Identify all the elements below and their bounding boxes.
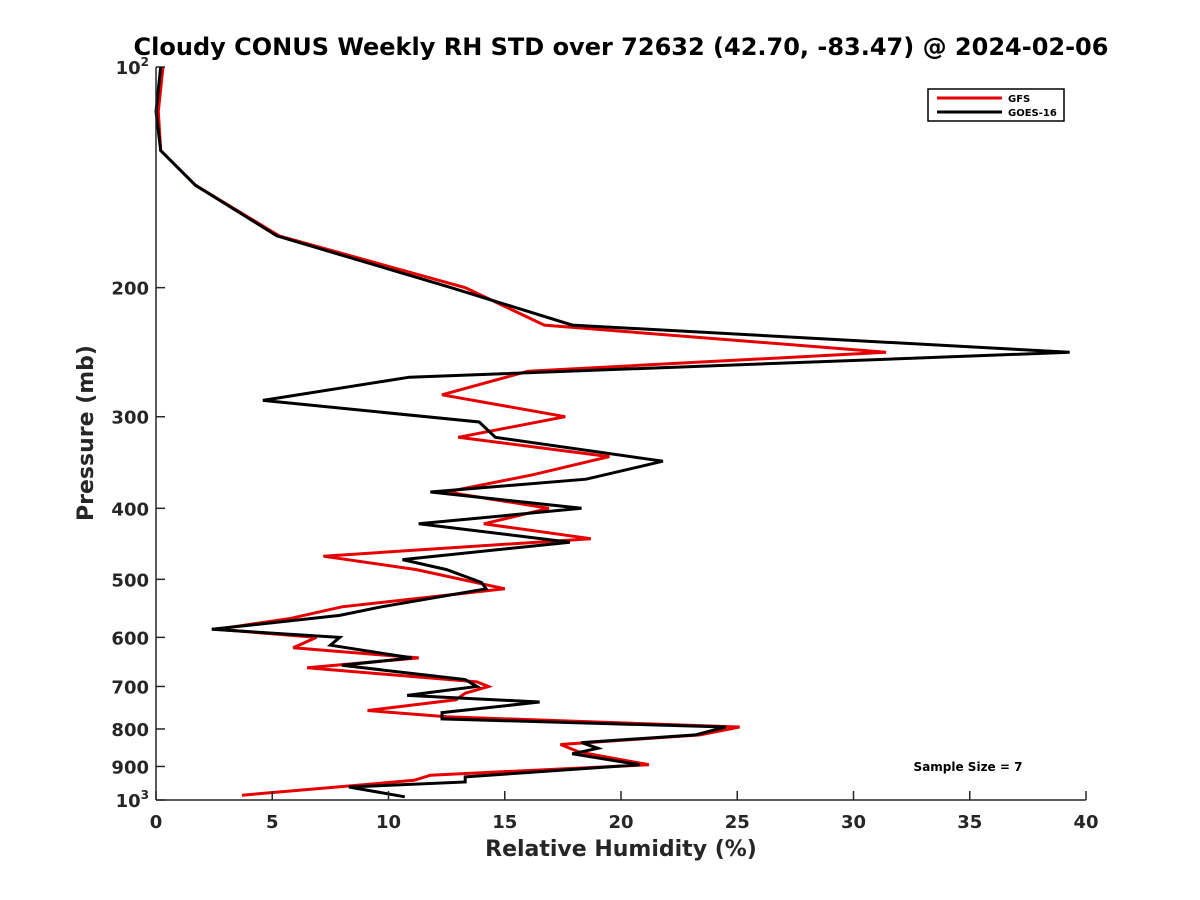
y-tick-label: 700 bbox=[111, 677, 149, 698]
y-tick-label: 500 bbox=[111, 570, 149, 591]
y-tick-label: 103 bbox=[116, 788, 149, 812]
x-axis-ticks: 0 5 10 15 20 25 30 35 40 bbox=[150, 791, 1099, 833]
x-tick-label: 10 bbox=[376, 812, 401, 833]
legend-label: GFS bbox=[1008, 94, 1030, 105]
y-tick-label: 600 bbox=[111, 628, 149, 649]
y-tick-label: 900 bbox=[111, 757, 149, 778]
y-tick-label: 400 bbox=[111, 499, 149, 520]
x-tick-label: 5 bbox=[266, 812, 279, 833]
x-tick-label: 40 bbox=[1073, 812, 1098, 833]
x-axis-label: Relative Humidity (%) bbox=[485, 837, 757, 862]
y-tick-label: 102 bbox=[116, 55, 149, 79]
plot-area: 0 5 10 15 20 25 30 35 40 102 200 300 400 500 600 700 80… bbox=[111, 55, 1098, 833]
series-line-goes-16 bbox=[154, 66, 1070, 799]
x-tick-label: 30 bbox=[841, 812, 866, 833]
sample-size-annotation: Sample Size = 7 bbox=[914, 760, 1023, 774]
legend: GFS GOES-16 bbox=[927, 88, 1065, 122]
x-tick-label: 15 bbox=[492, 812, 517, 833]
y-tick-label: 800 bbox=[111, 720, 149, 741]
y-tick-label: 300 bbox=[111, 408, 149, 429]
chart-title: Cloudy CONUS Weekly RH STD over 72632 (4… bbox=[134, 33, 1109, 61]
legend-label: GOES-16 bbox=[1008, 108, 1057, 119]
x-tick-label: 0 bbox=[150, 812, 163, 833]
y-axis-ticks: 102 200 300 400 500 600 700 800 900 103 bbox=[111, 55, 165, 812]
legend-box bbox=[927, 88, 1065, 122]
y-axis-label: Pressure (mb) bbox=[74, 345, 99, 521]
x-tick-label: 35 bbox=[957, 812, 982, 833]
series-line-gfs bbox=[156, 66, 887, 797]
x-tick-label: 25 bbox=[725, 812, 750, 833]
series-layer bbox=[154, 66, 1070, 799]
x-tick-label: 20 bbox=[608, 812, 633, 833]
y-tick-label: 200 bbox=[111, 279, 149, 300]
